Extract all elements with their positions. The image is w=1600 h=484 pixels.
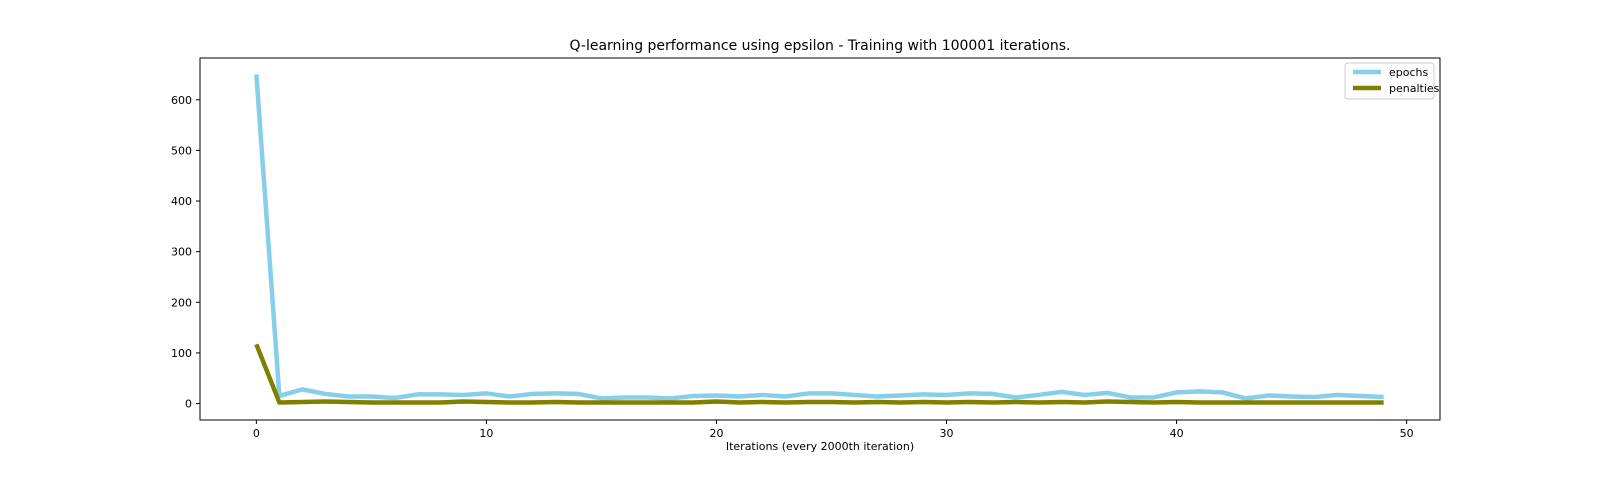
y-tick-label: 200 [171, 296, 192, 309]
x-tick-label: 10 [479, 427, 493, 440]
y-tick-label: 300 [171, 246, 192, 259]
series-layer [254, 74, 1384, 405]
x-tick-label: 40 [1170, 427, 1184, 440]
y-tick-label: 600 [171, 94, 192, 107]
x-tick-label: 20 [709, 427, 723, 440]
legend: epochs penalties [1344, 62, 1440, 100]
y-axis: 0 100 200 300 400 500 600 [171, 94, 200, 411]
y-tick-label: 500 [171, 144, 192, 157]
chart-title: Q-learning performance using epsilon - T… [570, 38, 1071, 54]
legend-label-epochs: epochs [1389, 66, 1428, 79]
y-tick-label: 400 [171, 195, 192, 208]
legend-label-penalties: penalties [1389, 82, 1440, 95]
x-axis: 0 10 20 30 40 50 [253, 420, 1414, 440]
x-tick-label: 30 [940, 427, 954, 440]
x-axis-label: Iterations (every 2000th iteration) [726, 440, 914, 453]
x-tick-label: 50 [1400, 427, 1414, 440]
series-line-penalties [254, 343, 1384, 405]
x-tick-label: 0 [253, 427, 260, 440]
y-tick-label: 100 [171, 347, 192, 360]
series-line-epochs [254, 74, 1384, 401]
plot-frame [199, 57, 1441, 421]
y-tick-label: 0 [185, 398, 192, 411]
